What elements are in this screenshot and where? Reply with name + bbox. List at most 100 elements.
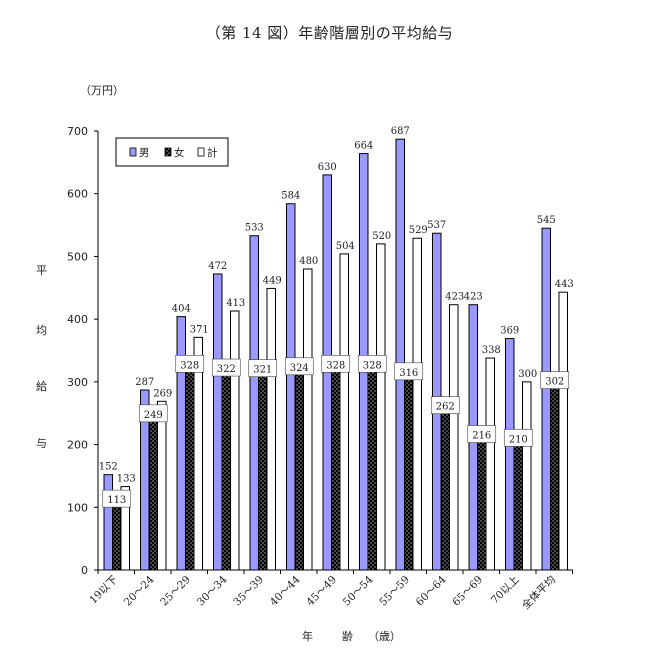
- y-axis-label-char-3: 給: [36, 380, 47, 393]
- chart-title: （第 14 図）年齢階層別の平均給与: [205, 24, 454, 42]
- data-label-male: 537: [427, 220, 446, 231]
- data-label-male: 664: [354, 141, 373, 152]
- data-label-total: 371: [190, 324, 209, 335]
- y-tick-label: 0: [81, 564, 88, 577]
- y-tick-label: 500: [67, 250, 88, 263]
- data-label-female: 316: [399, 368, 418, 379]
- legend-swatch: [164, 147, 172, 157]
- data-label-male: 472: [208, 261, 227, 272]
- x-axis-label-char-2: 齢: [342, 630, 353, 643]
- x-tick-label: 35～39: [231, 574, 266, 609]
- x-tick-label: 50～54: [341, 573, 376, 608]
- data-label-male: 404: [172, 304, 191, 315]
- bar-female: [404, 371, 414, 571]
- data-label-male: 369: [500, 326, 519, 337]
- legend-label: 計: [207, 146, 218, 159]
- data-label-male: 423: [464, 292, 483, 303]
- bar-female: [513, 437, 523, 571]
- x-tick-label: 60～64: [414, 573, 449, 608]
- data-label-total: 480: [299, 256, 318, 267]
- bar-female: [331, 363, 341, 571]
- bar-female: [221, 367, 231, 571]
- data-label-female: 321: [253, 365, 272, 376]
- data-label-female-box: [394, 362, 424, 381]
- data-label-female-box: [357, 354, 387, 373]
- bar-total: [558, 291, 568, 571]
- x-axis-label-unit: （歳）: [368, 630, 401, 643]
- legend-swatch: [129, 147, 137, 157]
- data-label-female: 324: [290, 363, 309, 374]
- data-label-female: 210: [509, 434, 528, 445]
- bar-male: [103, 474, 113, 571]
- data-label-total: 504: [336, 241, 355, 252]
- bar-female: [258, 368, 268, 571]
- data-label-female: 262: [436, 402, 455, 413]
- y-tick-label: 200: [67, 439, 88, 452]
- data-label-male: 630: [318, 162, 337, 173]
- bar-male: [395, 138, 405, 571]
- data-label-female: 249: [144, 410, 163, 421]
- data-label-male: 687: [391, 126, 410, 137]
- x-axis-label-char-1: 年: [302, 630, 313, 643]
- data-label-female: 322: [217, 364, 236, 375]
- x-tick-label: 70以上: [489, 574, 522, 607]
- data-label-female: 113: [107, 495, 126, 506]
- y-tick-label: 700: [67, 125, 88, 138]
- x-tick-label: 45～49: [304, 574, 339, 609]
- data-label-female: 328: [363, 360, 382, 371]
- x-tick-label: 25～29: [158, 574, 193, 609]
- bar-female: [112, 498, 122, 571]
- legend-swatch: [197, 147, 205, 157]
- data-label-total: 269: [153, 388, 172, 399]
- bar-female: [185, 363, 195, 571]
- data-label-female-box: [467, 425, 497, 443]
- y-axis-label-char-4: 与: [36, 437, 47, 450]
- data-label-female: 328: [326, 360, 345, 371]
- data-label-total: 520: [372, 231, 391, 242]
- data-label-male: 545: [537, 215, 556, 226]
- x-tick-label: 20～24: [122, 573, 157, 608]
- x-tick-label: 全体平均: [519, 573, 558, 612]
- bar-female: [440, 405, 450, 571]
- data-label-female: 216: [472, 431, 491, 442]
- bar-total: [193, 336, 203, 571]
- data-label-male: 533: [245, 223, 264, 234]
- data-label-total: 449: [263, 275, 282, 286]
- bar-total: [339, 253, 349, 571]
- bar-male: [541, 227, 551, 571]
- data-label-total: 133: [117, 474, 136, 485]
- bar-female: [294, 366, 304, 571]
- bar-female: [148, 413, 158, 571]
- bar-male: [249, 235, 259, 571]
- data-label-total: 338: [482, 345, 501, 356]
- bar-female: [550, 380, 560, 571]
- data-label-total: 300: [518, 369, 537, 380]
- data-label-male: 584: [281, 191, 300, 202]
- data-label-female-box: [284, 357, 314, 376]
- bar-female: [367, 363, 377, 571]
- y-tick-label: 600: [67, 188, 88, 201]
- x-tick-label: 40～44: [268, 573, 303, 608]
- bar-total: [266, 287, 276, 571]
- bar-total: [485, 357, 495, 571]
- data-label-total: 413: [226, 298, 245, 309]
- bar-total: [522, 381, 532, 571]
- data-label-female: 328: [180, 360, 199, 371]
- data-label-female-box: [503, 428, 533, 447]
- y-axis-label-char-1: 平: [36, 264, 47, 277]
- data-label-male: 152: [99, 462, 118, 473]
- y-axis-label-char-2: 均: [36, 324, 47, 337]
- unit-label: （万円）: [80, 84, 124, 97]
- bar-male: [505, 338, 515, 571]
- bar-total: [120, 486, 130, 571]
- data-label-total: 529: [409, 225, 428, 236]
- data-label-total: 423: [445, 292, 464, 303]
- legend-label: 男: [139, 147, 150, 159]
- bar-female: [477, 434, 487, 571]
- data-label-female-box: [211, 358, 241, 377]
- x-tick-label: 30～34: [195, 573, 230, 608]
- data-label-female-box: [430, 396, 460, 414]
- data-label-female-box: [175, 354, 205, 373]
- bar-total: [376, 243, 386, 571]
- bar-total: [449, 304, 459, 571]
